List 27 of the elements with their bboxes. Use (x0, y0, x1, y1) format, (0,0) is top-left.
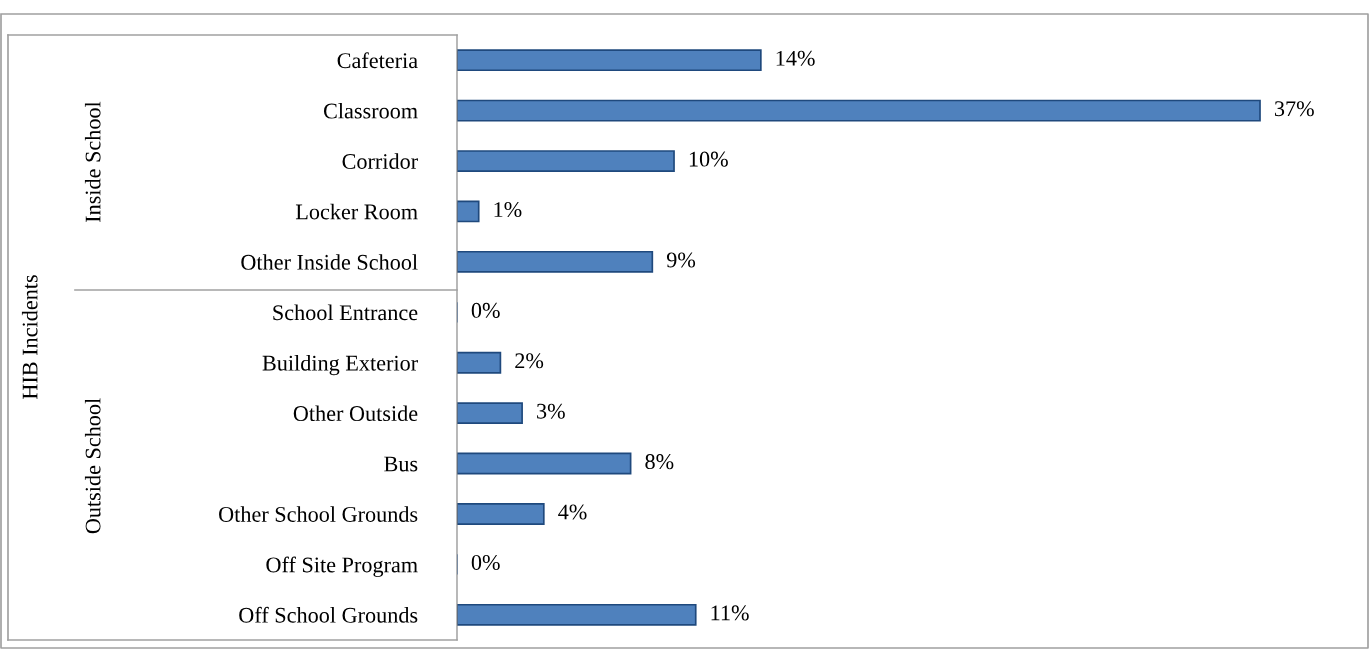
data-label: 1% (494, 202, 522, 218)
y-tick-label: Corridor (342, 153, 418, 169)
text: Inside School (84, 101, 101, 222)
y-tick-label: School Entrance (273, 304, 418, 321)
data-label: 10% (689, 151, 728, 167)
data-label: 3% (537, 403, 565, 419)
y-tick-label: Classroom (323, 102, 418, 119)
data-label: 14% (776, 50, 815, 66)
text: HIB Incidents (21, 275, 38, 399)
y-tick-label: Locker Room (295, 203, 418, 220)
text: Outside School (84, 398, 101, 534)
y-tick-label: Bus (384, 456, 418, 472)
y-tick-label: Other Outside (293, 405, 418, 422)
y-tick-label: Cafeteria (337, 52, 418, 69)
data-label: 4% (558, 504, 587, 520)
y-tick-label: Other Inside School (241, 254, 418, 270)
y-tick-label: Building Exterior (262, 355, 418, 376)
data-label: 0% (471, 554, 500, 571)
data-label: 2% (515, 353, 544, 369)
y-tick-label: Other School Grounds (219, 506, 418, 522)
y-tick-label: Off School Grounds (239, 606, 418, 623)
data-label: 8% (645, 454, 674, 470)
data-label: 11% (711, 605, 749, 621)
y-tick-label: Off Site Program (266, 556, 418, 577)
data-label: 9% (666, 252, 696, 268)
data-label: 0% (471, 302, 500, 318)
data-label: 37% (1274, 101, 1314, 117)
